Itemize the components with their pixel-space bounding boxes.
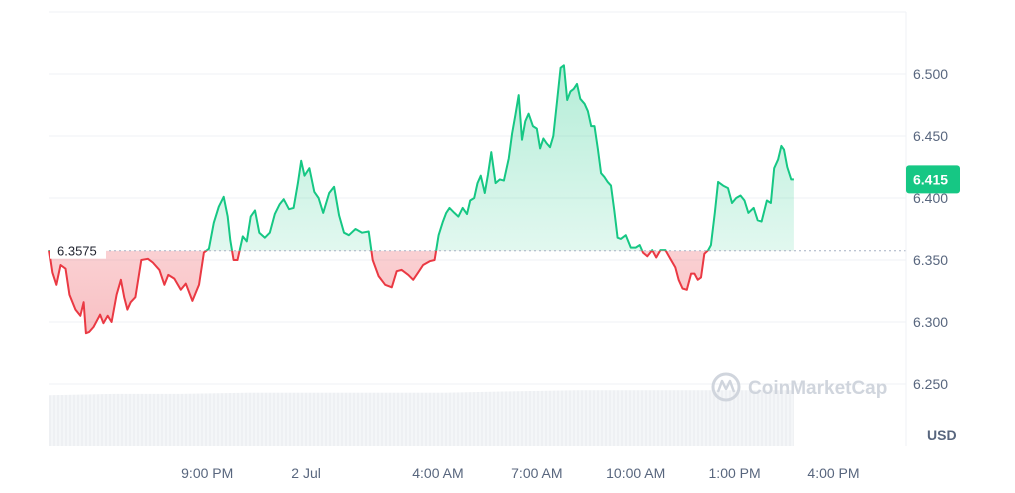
volume-fill — [49, 390, 794, 446]
reference-label-box — [50, 240, 106, 259]
reference-label: 6.3575 — [50, 240, 106, 259]
coinmarketcap-logo-icon — [711, 372, 741, 402]
x-tick-label: 2 Jul — [291, 465, 321, 481]
y-tick-label: 6.500 — [913, 66, 948, 82]
x-tick-label: 9:00 PM — [181, 465, 233, 481]
x-tick-label: 4:00 PM — [807, 465, 859, 481]
y-tick-label: 6.250 — [913, 376, 948, 392]
area-fill-above-reference — [49, 65, 794, 251]
current-price-badge: 6.415 — [906, 165, 960, 194]
current-price-badge-text: 6.415 — [913, 171, 948, 187]
y-tick-label: 6.300 — [913, 314, 948, 330]
y-tick-label: 6.400 — [913, 190, 948, 206]
watermark-text: CoinMarketCap — [748, 378, 887, 399]
area-fill-below-reference — [49, 250, 794, 334]
reference-label-text: 6.3575 — [57, 244, 97, 259]
volume-area — [49, 388, 794, 446]
watermark: CoinMarketCap — [711, 372, 887, 402]
price-line-below-reference — [48, 250, 709, 335]
x-tick-label: 7:00 AM — [511, 465, 562, 481]
x-tick-label: 1:00 PM — [709, 465, 761, 481]
y-tick-label: 6.450 — [913, 128, 948, 144]
currency-unit-label: USD — [927, 427, 957, 443]
price-line-above-reference — [48, 64, 794, 251]
y-axis: 6.250 6.300 6.350 6.400 6.450 6.500 — [913, 66, 948, 392]
current-price-badge-box — [906, 165, 960, 194]
x-axis: 9:00 PM 2 Jul 4:00 AM 7:00 AM 10:00 AM 1:00 P… — [181, 465, 859, 481]
x-tick-label: 10:00 AM — [606, 465, 665, 481]
x-tick-label: 4:00 AM — [412, 465, 463, 481]
y-tick-label: 6.350 — [913, 252, 948, 268]
